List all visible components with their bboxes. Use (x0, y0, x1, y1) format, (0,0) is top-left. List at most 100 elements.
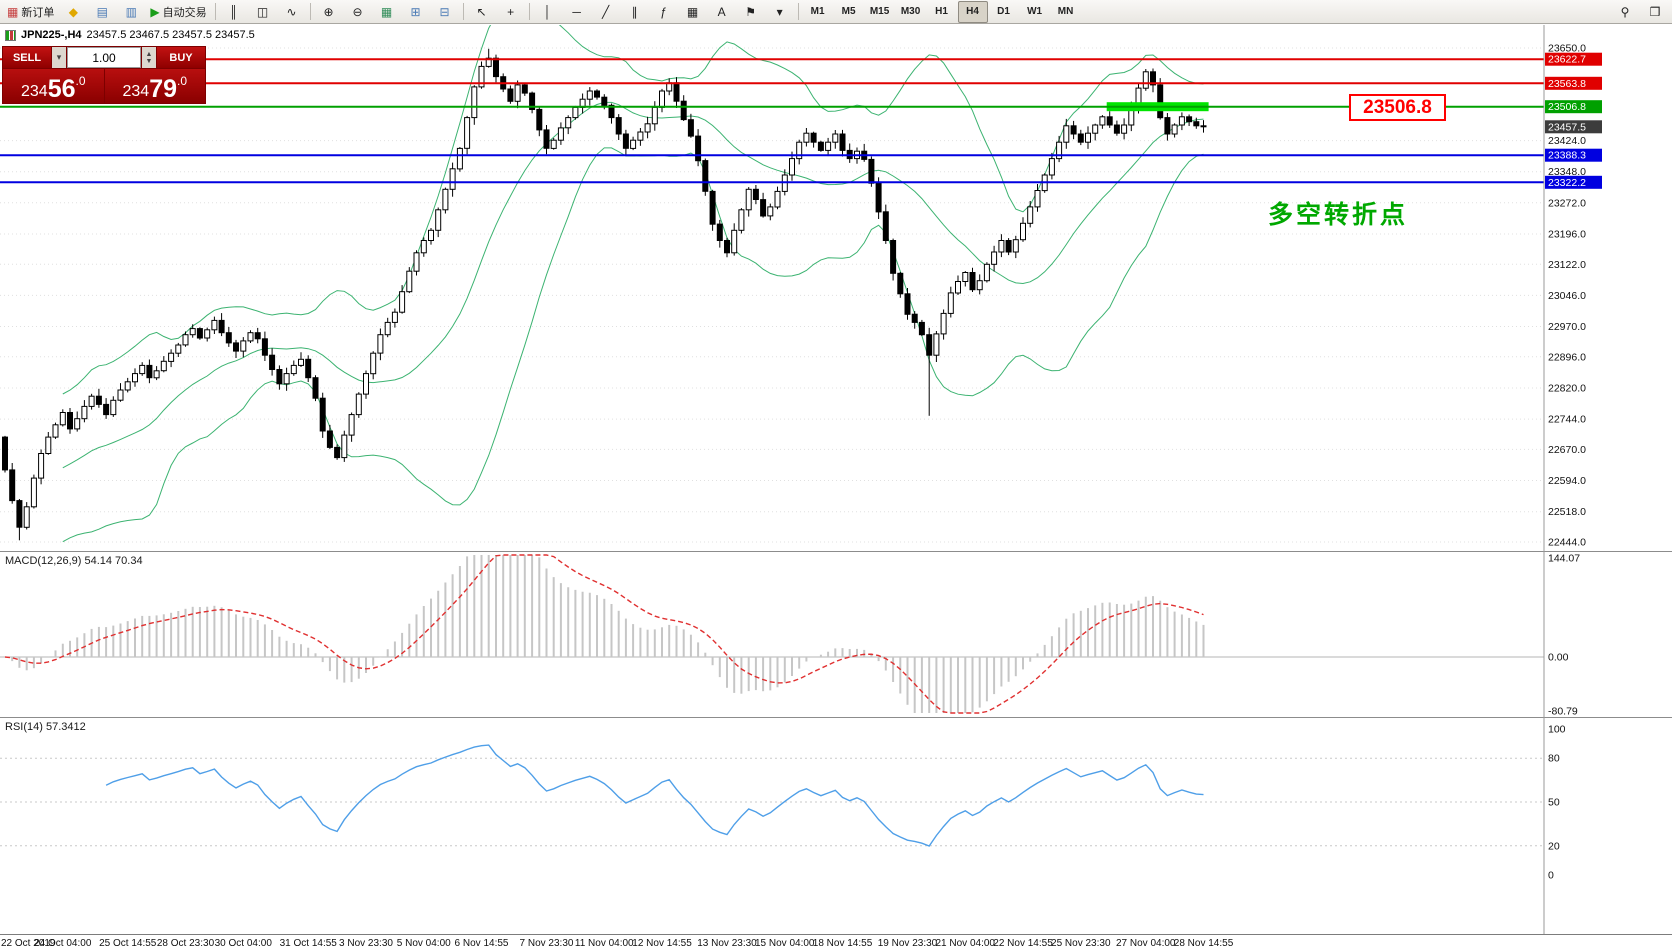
time-label: 5 Nov 04:00 (396, 938, 451, 949)
indicators-button[interactable]: ▦ (373, 1, 401, 23)
time-label: 3 Nov 23:30 (339, 938, 393, 949)
time-label: 28 Oct 23:30 (156, 938, 215, 949)
buy-price-big: 79 (149, 74, 177, 103)
line-chart-button[interactable]: ∿ (278, 1, 306, 23)
main-chart[interactable]: 23650.0 23424.0 23348.0 23272.0 23196.0 23122… (0, 25, 1672, 551)
svg-text:23322.2: 23322.2 (1548, 177, 1586, 189)
tile-windows-icon: ⊞ (410, 4, 421, 19)
fibonacci-button[interactable]: ƒ (650, 1, 678, 23)
timeframe-w1-button[interactable]: W1 (1027, 6, 1043, 17)
search-icon[interactable]: ⚲ (1611, 1, 1639, 23)
svg-text:23196.0: 23196.0 (1548, 229, 1586, 241)
chart-window-icon[interactable]: ❒ (1641, 1, 1669, 23)
toolbar-right-group: ⚲ ❒ (1611, 1, 1669, 23)
cursor-icon: ↖ (476, 4, 487, 19)
toolbar-separator (797, 3, 799, 20)
rsi-label: RSI(14) 57.3412 (5, 721, 86, 733)
profiles-icon-icon: ▥ (125, 4, 138, 19)
mql-wizard-icon[interactable]: ◆ (59, 1, 87, 23)
timeframe-h1-button[interactable]: H1 (935, 6, 948, 17)
horizontal-line-icon: ─ (572, 4, 581, 19)
new-order-button[interactable]: ▦ 新订单 (3, 1, 58, 23)
zoom-in-button[interactable]: ⊕ (315, 1, 343, 23)
text-label-button[interactable]: A (708, 1, 736, 23)
chart-window[interactable]: 23650.0 23424.0 23348.0 23272.0 23196.0 23122… (0, 25, 1672, 951)
timeframe-m30-button[interactable]: M30 (900, 6, 921, 17)
vertical-line-button[interactable]: │ (534, 1, 562, 23)
new-order-icon: ▦ (7, 4, 19, 19)
arrows-icon: ⚑ (745, 4, 756, 19)
indicators-icon: ▦ (380, 4, 393, 19)
price-annotation-box[interactable]: 23506.8 (1349, 94, 1446, 121)
toolbar-separator (309, 3, 311, 20)
cascade-windows-button[interactable]: ⊟ (431, 1, 459, 23)
trendline-button[interactable]: ╱ (592, 1, 620, 23)
timeframe-mn-button[interactable]: MN (1057, 6, 1074, 17)
sell-price[interactable]: 234 56.0 (3, 69, 104, 103)
bars-chart-icon: ║ (229, 4, 238, 19)
time-axis[interactable]: 22 Oct 2019 24 Oct 04:00 25 Oct 14:55 28 Oc… (0, 934, 1672, 951)
price-axis[interactable]: 23650.0 23424.0 23348.0 23272.0 23196.0 23122… (1545, 43, 1602, 549)
timeframe-m15-button[interactable]: M15 (869, 6, 890, 17)
templates-icon[interactable]: ▤ (88, 1, 116, 23)
macd-pane[interactable]: 144.07 0.00 -80.79 (0, 551, 1672, 717)
tile-windows-button[interactable]: ⊞ (402, 1, 430, 23)
svg-text:50: 50 (1548, 797, 1560, 809)
buy-button[interactable]: BUY (157, 47, 205, 68)
buy-price[interactable]: 234 79.0 (104, 69, 205, 103)
sell-button[interactable]: SELL (3, 47, 51, 68)
crosshair-icon: + (507, 4, 515, 19)
horizontal-levels[interactable] (0, 58, 1544, 184)
search-icon-icon: ⚲ (1620, 4, 1630, 19)
timeframe-m1-button[interactable]: M1 (810, 6, 825, 17)
cursor-button[interactable]: ↖ (468, 1, 496, 23)
price-tag-23322.2: 23322.2 (1545, 175, 1602, 189)
time-label: 6 Nov 14:55 (454, 938, 509, 949)
bars-chart-button[interactable]: ║ (220, 1, 248, 23)
time-label: 28 Nov 14:55 (1173, 938, 1234, 949)
line-chart-icon: ∿ (286, 4, 297, 19)
mql-wizard-icon-icon: ◆ (68, 4, 78, 19)
channel-button[interactable]: ∥ (621, 1, 649, 23)
time-label: 11 Nov 04:00 (574, 938, 634, 949)
zoom-out-icon: ⊖ (352, 4, 363, 19)
candles-chart-button[interactable]: ◫ (249, 1, 277, 23)
arrows-button[interactable]: ⚑ (737, 1, 765, 23)
svg-text:0.00: 0.00 (1548, 652, 1569, 664)
rsi-axis[interactable]: 100 80 50 20 0 (1548, 724, 1566, 882)
autotrading-icon: ▶ (150, 4, 160, 19)
templates-icon-icon: ▤ (96, 4, 109, 19)
volume-dropdown[interactable]: ▾ (52, 47, 66, 68)
rsi-pane[interactable]: 100 80 50 20 0 (0, 717, 1672, 934)
svg-text:23348.0: 23348.0 (1548, 166, 1586, 178)
fibonacci-icon: ƒ (660, 4, 667, 19)
buy-price-prefix: 234 (122, 83, 150, 100)
macd-axis[interactable]: 144.07 0.00 -80.79 (1548, 553, 1580, 718)
time-label: 25 Nov 23:30 (1051, 938, 1111, 949)
grid-objects-button[interactable]: ▦ (679, 1, 707, 23)
svg-text:-80.79: -80.79 (1548, 706, 1578, 718)
horizontal-line-button[interactable]: ─ (563, 1, 591, 23)
time-label: 27 Nov 04:00 (1116, 938, 1176, 949)
profiles-icon[interactable]: ▥ (117, 1, 145, 23)
time-label: 24 Oct 04:00 (34, 938, 92, 949)
svg-text:22744.0: 22744.0 (1548, 414, 1586, 426)
svg-text:22970.0: 22970.0 (1548, 321, 1586, 333)
volume-spinner[interactable]: ▲ ▼ (142, 47, 156, 68)
crosshair-button[interactable]: + (497, 1, 525, 23)
sell-price-prefix: 234 (20, 83, 48, 100)
time-label: 25 Oct 14:55 (99, 938, 157, 949)
time-label: 21 Nov 04:00 (935, 938, 996, 949)
candles (2, 48, 1207, 541)
autotrading-button[interactable]: ▶ 自动交易 (146, 1, 210, 23)
zoom-out-button[interactable]: ⊖ (344, 1, 372, 23)
candles-chart-icon: ◫ (256, 4, 269, 19)
time-label: 19 Nov 23:30 (877, 938, 938, 949)
timeframe-m5-button[interactable]: M5 (841, 6, 856, 17)
timeframe-h4-button[interactable]: H4 (957, 0, 988, 23)
toolbar-separator (528, 3, 530, 20)
objects-dropdown[interactable]: ▾ (766, 1, 794, 23)
timeframe-d1-button[interactable]: D1 (997, 6, 1010, 17)
volume-input[interactable] (67, 47, 141, 68)
